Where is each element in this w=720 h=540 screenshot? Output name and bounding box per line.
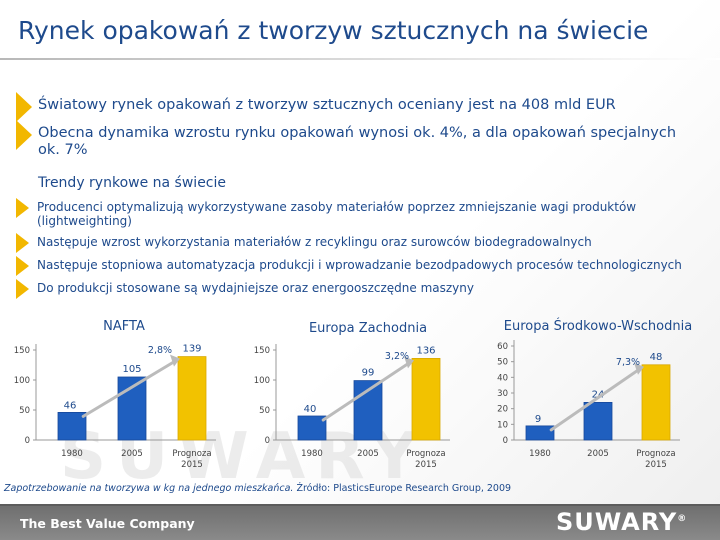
arrow-bullet-icon: [16, 233, 29, 253]
y-tick-label: 20: [497, 405, 508, 415]
x-tick-label: 1980: [301, 449, 323, 459]
y-tick-label: 150: [14, 346, 30, 356]
x-tick-label: 2005: [121, 449, 143, 459]
trends-heading: Trendy rynkowe na świecie: [38, 175, 227, 191]
growth-arrowhead: [170, 354, 180, 367]
source-note-italic: Zapotrzebowanie na tworzywa w kg na jedn…: [4, 483, 294, 494]
x-tick-label: Prognoza: [406, 449, 445, 459]
x-tick-label: 2005: [587, 449, 609, 459]
trend-bullet-text: Do produkcji stosowane są wydajniejsze o…: [37, 281, 474, 295]
main-bullet: Światowy rynek opakowań z tworzyw sztucz…: [16, 92, 616, 122]
bar: [583, 402, 613, 441]
x-tick-label: 2015: [181, 460, 203, 470]
growth-label: 3,2%: [385, 351, 409, 362]
bar: [57, 412, 87, 441]
trend-bullet: Do produkcji stosowane są wydajniejsze o…: [16, 279, 696, 299]
trend-bullet-text: Producenci optymalizują wykorzystywane z…: [37, 200, 637, 228]
y-tick-label: 50: [497, 358, 508, 368]
logo-text: SUWARY: [556, 508, 678, 536]
slide-title: Rynek opakowań z tworzyw sztucznych na ś…: [18, 16, 649, 45]
footer-tagline: The Best Value Company: [20, 516, 195, 531]
data-label: 105: [122, 364, 141, 375]
arrow-bullet-icon: [16, 256, 29, 276]
main-bullet: Obecna dynamika wzrostu rynku opakowań w…: [16, 120, 676, 159]
title-divider: [0, 58, 720, 60]
trend-bullet: Następuje stopniowa automatyzacja produk…: [16, 256, 706, 276]
y-tick-label: 30: [497, 389, 508, 399]
y-tick-label: 0: [265, 436, 270, 446]
arrow-bullet-icon: [16, 198, 29, 218]
footer-bar: The Best Value Company SUWARY®: [0, 504, 720, 540]
growth-label: 7,3%: [616, 357, 640, 368]
x-tick-label: 1980: [529, 449, 551, 459]
data-label: 136: [416, 345, 435, 356]
y-tick-label: 100: [254, 376, 270, 386]
y-tick-label: 50: [19, 406, 30, 416]
trend-bullet: Następuje wzrost wykorzystania materiałó…: [16, 233, 696, 253]
x-tick-label: Prognoza: [636, 449, 675, 459]
bar: [177, 356, 207, 441]
bar: [641, 364, 671, 441]
arrow-bullet-icon: [16, 279, 29, 299]
y-tick-label: 0: [25, 436, 30, 446]
data-label: 40: [304, 404, 317, 415]
main-bullet-text: Światowy rynek opakowań z tworzyw sztucz…: [38, 97, 616, 113]
growth-label: 2,8%: [148, 345, 172, 356]
bar: [297, 415, 327, 441]
source-note: Zapotrzebowanie na tworzywa w kg na jedn…: [4, 483, 511, 494]
data-label: 46: [64, 400, 77, 411]
y-tick-label: 150: [254, 346, 270, 356]
y-tick-label: 100: [14, 376, 30, 386]
chart-title: NAFTA: [103, 319, 145, 334]
growth-arrow: [321, 360, 412, 422]
main-bullet-text: Obecna dynamika wzrostu rynku opakowań w…: [38, 125, 677, 158]
y-tick-label: 10: [497, 420, 508, 430]
growth-arrow: [81, 359, 178, 418]
y-tick-label: 60: [497, 342, 508, 352]
source-note-text: Źródło: PlasticsEurope Research Group, 2…: [293, 483, 512, 494]
data-label: 24: [592, 389, 605, 400]
y-tick-label: 50: [259, 406, 270, 416]
growth-arrowhead: [634, 362, 644, 375]
arrow-bullet-icon: [16, 92, 32, 122]
data-label: 48: [650, 352, 663, 363]
data-label: 139: [182, 344, 201, 355]
data-label: 99: [362, 368, 375, 379]
y-tick-label: 0: [503, 436, 508, 446]
trend-bullet-text: Następuje wzrost wykorzystania materiałó…: [37, 235, 592, 249]
registered-mark: ®: [677, 514, 688, 524]
trend-bullet-text: Następuje stopniowa automatyzacja produk…: [37, 258, 682, 272]
x-tick-label: 2005: [357, 449, 379, 459]
x-tick-label: Prognoza: [172, 449, 211, 459]
suwary-logo: SUWARY®: [556, 508, 687, 536]
y-tick-label: 40: [497, 373, 508, 383]
x-tick-label: 2015: [415, 460, 437, 470]
bar: [525, 425, 555, 441]
bar: [411, 358, 441, 441]
bar-charts: NAFTA0501001504619801052005139Prognoza20…: [14, 318, 692, 470]
growth-arrowhead: [404, 356, 414, 369]
arrow-bullet-icon: [16, 120, 32, 150]
data-label: 9: [535, 414, 541, 425]
chart-title: Europa Zachodnia: [309, 321, 427, 336]
trend-bullet: Producenci optymalizują wykorzystywane z…: [16, 198, 656, 228]
growth-arrow: [549, 367, 642, 432]
chart-title: Europa Środkowo-Wschodnia: [504, 318, 692, 334]
x-tick-label: 1980: [61, 449, 83, 459]
x-tick-label: 2015: [645, 460, 667, 470]
